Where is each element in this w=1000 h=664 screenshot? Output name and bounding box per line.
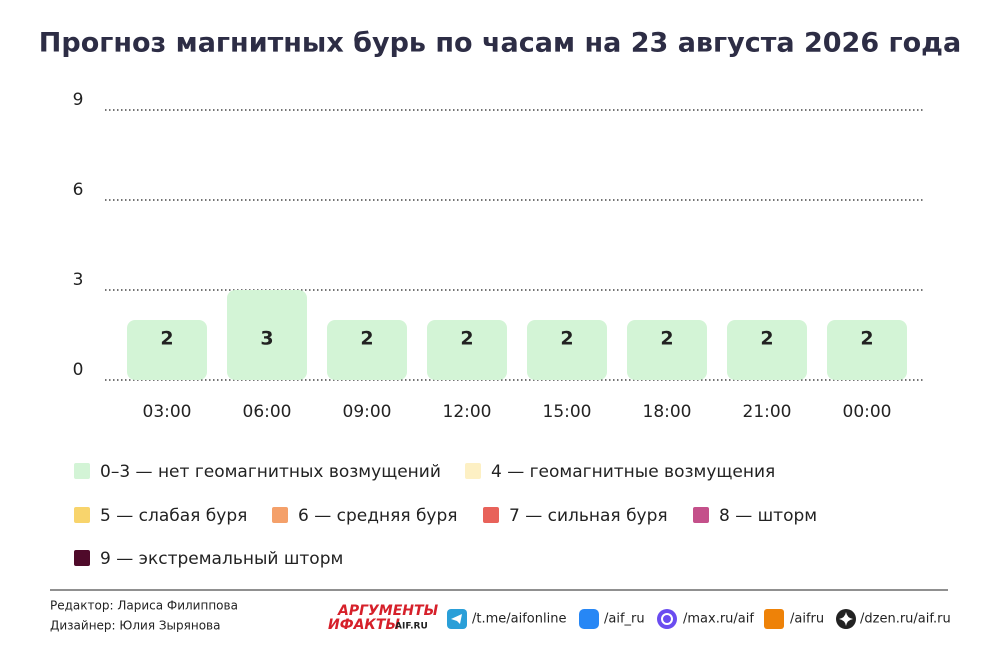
social-link: /max.ru/aif <box>683 612 754 627</box>
y-tick-label: 9 <box>73 90 84 110</box>
social-link: /aif_ru <box>604 612 645 627</box>
icon-max-glyph <box>661 613 673 625</box>
social-link: /t.me/aifonline <box>472 612 566 627</box>
bar <box>327 320 407 380</box>
legend-label: 0–3 — нет геомагнитных возмущений <box>100 462 441 482</box>
x-tick-label: 18:00 <box>643 402 692 422</box>
logo-site: AIF.RU <box>395 622 428 632</box>
legend-label: 6 — средняя буря <box>298 506 458 526</box>
legend-swatch <box>465 463 481 479</box>
icon-dzen-glyph <box>839 612 853 626</box>
bar <box>427 320 507 380</box>
x-tick-label: 21:00 <box>743 402 792 422</box>
value-label: 2 <box>660 328 673 350</box>
social-link: /dzen.ru/aif.ru <box>860 612 951 627</box>
logo-line1: АРГУМЕНТЫ <box>337 603 439 619</box>
y-tick-label: 0 <box>73 360 84 380</box>
legend-label: 7 — сильная буря <box>509 506 668 526</box>
designer: Дизайнер: Юлия Зырянова <box>50 619 220 633</box>
social-icons <box>447 609 856 629</box>
bar <box>127 320 207 380</box>
legend-label: 9 — экстремальный шторм <box>100 549 343 569</box>
value-label: 3 <box>260 328 273 350</box>
bar <box>827 320 907 380</box>
value-label: 2 <box>160 328 173 350</box>
legend-swatch <box>272 507 288 523</box>
editor: Редактор: Лариса Филиппова <box>50 599 238 613</box>
legend-swatch <box>74 550 90 566</box>
bar <box>227 290 307 380</box>
y-tick-label: 6 <box>73 180 84 200</box>
logo: АРГУМЕНТЫ ИФАКТЫ AIF.RU <box>328 603 439 633</box>
icon-max <box>657 609 677 629</box>
x-tick-label: 06:00 <box>243 402 292 422</box>
legend-label: 8 — шторм <box>719 506 817 526</box>
x-tick-label: 09:00 <box>343 402 392 422</box>
bar <box>627 320 707 380</box>
social-link: /aifru <box>790 612 824 627</box>
legend-swatch <box>693 507 709 523</box>
legend-label: 4 — геомагнитные возмущения <box>491 462 775 482</box>
icon-telegram-glyph <box>451 614 462 624</box>
value-label: 2 <box>560 328 573 350</box>
x-tick-label: 03:00 <box>143 402 192 422</box>
icon-vk <box>579 609 599 629</box>
value-label: 2 <box>360 328 373 350</box>
bar <box>527 320 607 380</box>
logo-line2: ИФАКТЫ <box>328 617 400 633</box>
y-tick-label: 3 <box>73 270 84 290</box>
value-label: 2 <box>760 328 773 350</box>
legend-swatch <box>74 507 90 523</box>
legend-swatch <box>483 507 499 523</box>
chart-title: Прогноз магнитных бурь по часам на 23 ав… <box>39 28 961 59</box>
legend-swatch <box>74 463 90 479</box>
value-label: 2 <box>860 328 873 350</box>
x-tick-label: 15:00 <box>543 402 592 422</box>
icon-ok <box>764 609 784 629</box>
x-tick-label: 00:00 <box>843 402 892 422</box>
x-tick-label: 12:00 <box>443 402 492 422</box>
bar <box>727 320 807 380</box>
legend-label: 5 — слабая буря <box>100 506 247 526</box>
value-label: 2 <box>460 328 473 350</box>
